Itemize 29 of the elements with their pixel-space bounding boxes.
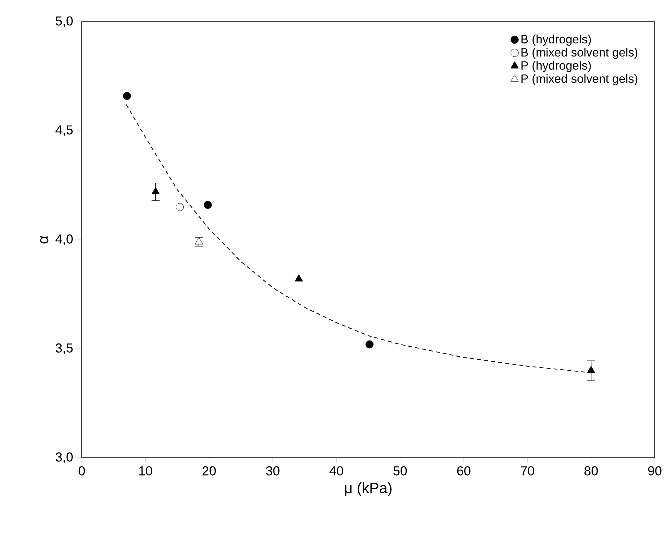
point [123, 92, 132, 100]
y-tick-label: 4,5 [56, 126, 73, 136]
y-tick-label: 3,5 [56, 344, 73, 354]
x-tick-label: 70 [521, 466, 534, 476]
x-tick-label: 30 [266, 466, 280, 476]
legend-label: B (mixed solvent gels) [522, 48, 638, 60]
x-tick-label: 20 [202, 466, 216, 476]
point [587, 366, 596, 374]
x-axis-title: μ (kPa) [345, 482, 392, 496]
y-tick-label: 4,0 [56, 234, 73, 246]
point [176, 203, 184, 212]
legend-label: B (hydrogels) [522, 34, 592, 46]
y-axis-title: α [40, 236, 49, 244]
point [366, 340, 374, 349]
point [295, 274, 304, 282]
x-tick-label: 0 [78, 466, 86, 476]
x-tick-label: 60 [457, 466, 471, 476]
legend-label: P (mixed solvent gels) [522, 74, 638, 86]
x-tick-label: 10 [139, 466, 152, 476]
legend-label: P (hydrogels) [522, 61, 592, 72]
x-tick-label: 90 [648, 466, 662, 476]
point [195, 237, 204, 245]
y-tick-label: 3,0 [56, 452, 73, 464]
point [204, 201, 212, 210]
x-tick-label: 40 [330, 466, 344, 476]
x-tick-label: 50 [394, 466, 408, 476]
y-tick-label: 5,0 [56, 16, 73, 28]
x-tick-label: 80 [584, 466, 598, 476]
point [152, 187, 160, 194]
